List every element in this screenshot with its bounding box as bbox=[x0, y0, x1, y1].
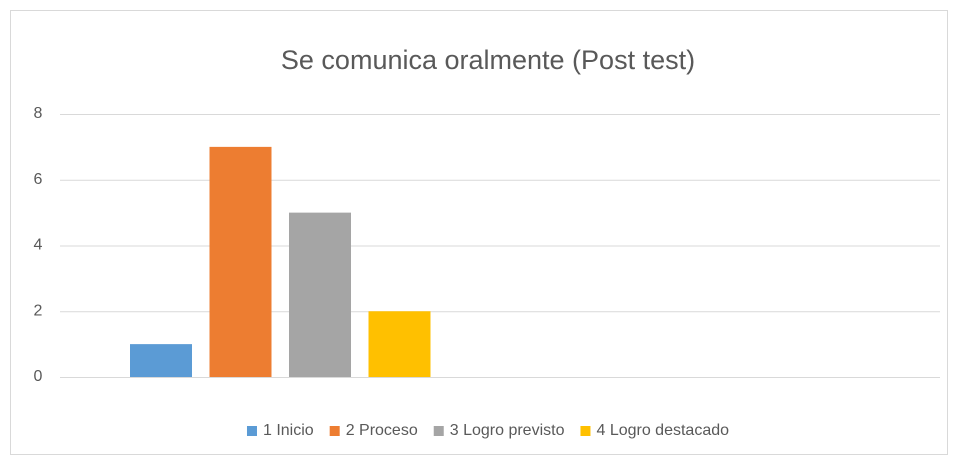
chart-title: Se comunica oralmente (Post test) bbox=[281, 45, 695, 75]
y-tick-label: 8 bbox=[34, 105, 43, 122]
legend-label: 4 Logro destacado bbox=[596, 422, 729, 439]
legend-label: 1 Inicio bbox=[263, 422, 314, 439]
legend-label: 2 Proceso bbox=[346, 422, 418, 439]
legend-swatch bbox=[433, 426, 444, 436]
legend-swatch bbox=[246, 426, 257, 436]
y-tick-label: 4 bbox=[34, 237, 43, 254]
bar bbox=[130, 344, 192, 377]
legend-swatch bbox=[329, 426, 340, 436]
bar bbox=[289, 212, 351, 377]
y-tick-label: 2 bbox=[34, 302, 43, 319]
y-tick-label: 0 bbox=[34, 368, 43, 385]
y-tick-label: 6 bbox=[34, 171, 43, 188]
legend-label: 3 Logro previsto bbox=[450, 422, 565, 439]
chart-border bbox=[10, 10, 948, 455]
bar bbox=[368, 311, 431, 377]
bar bbox=[209, 146, 272, 377]
legend-swatch bbox=[580, 426, 591, 436]
